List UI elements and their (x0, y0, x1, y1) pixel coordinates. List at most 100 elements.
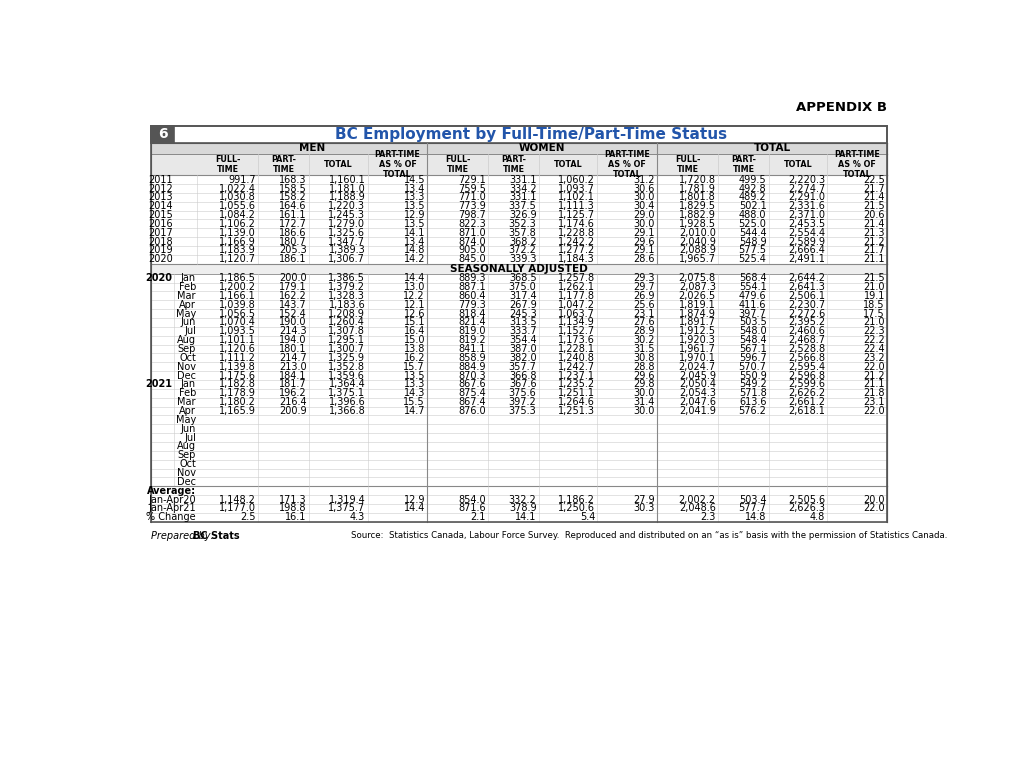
Text: 821.4: 821.4 (458, 317, 486, 328)
Text: 2,291.0: 2,291.0 (788, 193, 825, 202)
Text: 200.0: 200.0 (278, 273, 307, 283)
Text: 2013: 2013 (148, 193, 173, 202)
Bar (151, 193, 887, 202)
Text: 1,180.2: 1,180.2 (219, 397, 256, 407)
Text: 867.4: 867.4 (458, 397, 486, 407)
Text: 23.1: 23.1 (634, 309, 655, 318)
Text: 397.7: 397.7 (739, 309, 767, 318)
Text: 2,641.3: 2,641.3 (788, 282, 825, 292)
Text: 2,075.8: 2,075.8 (679, 273, 715, 283)
Text: 22.5: 22.5 (863, 175, 885, 185)
Text: Sep: Sep (178, 344, 196, 354)
Bar (151, 495, 887, 504)
Text: 822.3: 822.3 (458, 219, 486, 229)
Text: 568.4: 568.4 (739, 273, 767, 283)
Text: 2020: 2020 (148, 254, 173, 264)
Text: 2,041.9: 2,041.9 (679, 406, 715, 416)
Text: 21.7: 21.7 (864, 246, 885, 256)
Text: 548.0: 548.0 (739, 326, 767, 336)
Text: 13.3: 13.3 (404, 379, 425, 389)
Text: 21.8: 21.8 (864, 388, 885, 399)
Text: 1,364.4: 1,364.4 (329, 379, 365, 389)
Text: 544.4: 544.4 (739, 228, 767, 238)
Text: 2,506.1: 2,506.1 (788, 291, 825, 301)
Text: 30.0: 30.0 (634, 193, 655, 202)
Text: Dec: Dec (177, 370, 196, 381)
Text: 2,644.2: 2,644.2 (788, 273, 825, 283)
Text: 14.4: 14.4 (404, 503, 425, 513)
Bar (151, 486, 887, 495)
Text: PART-
TIME: PART- TIME (501, 154, 526, 174)
Text: 571.8: 571.8 (739, 388, 767, 399)
Text: TOTAL: TOTAL (324, 160, 352, 169)
Text: 858.9: 858.9 (458, 353, 486, 363)
Bar (151, 406, 887, 416)
Text: 875.4: 875.4 (458, 388, 486, 399)
Text: 29.6: 29.6 (634, 236, 655, 246)
Text: 357.8: 357.8 (509, 228, 537, 238)
Bar (151, 353, 887, 363)
Text: 1,912.5: 1,912.5 (679, 326, 715, 336)
Text: 21.0: 21.0 (864, 317, 885, 328)
Text: 1,060.2: 1,060.2 (558, 175, 595, 185)
Text: 1,030.8: 1,030.8 (219, 193, 256, 202)
Text: 172.7: 172.7 (278, 219, 307, 229)
Text: 1,181.0: 1,181.0 (329, 183, 365, 193)
Text: 1,801.8: 1,801.8 (679, 193, 715, 202)
Text: Jul: Jul (184, 326, 196, 336)
Text: 1,200.2: 1,200.2 (219, 282, 256, 292)
Text: 1,228.1: 1,228.1 (558, 344, 595, 354)
Text: 2015: 2015 (148, 210, 173, 220)
Text: 12.6: 12.6 (404, 309, 425, 318)
Text: 1,306.7: 1,306.7 (328, 254, 365, 264)
Text: 1,325.9: 1,325.9 (328, 353, 365, 363)
Text: 354.4: 354.4 (509, 335, 537, 346)
Text: 884.9: 884.9 (458, 362, 486, 372)
Text: 1,186.5: 1,186.5 (219, 273, 256, 283)
Text: 502.1: 502.1 (739, 201, 767, 211)
Text: 14.2: 14.2 (404, 254, 425, 264)
Text: 1,125.7: 1,125.7 (558, 210, 595, 220)
Text: 549.2: 549.2 (739, 379, 767, 389)
Bar (151, 389, 887, 398)
Text: 2,230.7: 2,230.7 (788, 300, 825, 310)
Text: 13.4: 13.4 (404, 236, 425, 246)
Text: 1,277.2: 1,277.2 (558, 246, 595, 256)
Text: 870.3: 870.3 (458, 370, 486, 381)
Bar (151, 504, 887, 513)
Text: 2,026.5: 2,026.5 (679, 291, 715, 301)
Text: 1,111.2: 1,111.2 (219, 353, 256, 363)
Bar (151, 335, 887, 345)
Text: 332.2: 332.2 (509, 495, 537, 505)
Text: 2,054.3: 2,054.3 (679, 388, 715, 399)
Text: 1,055.6: 1,055.6 (219, 201, 256, 211)
Text: MEN: MEN (300, 144, 326, 153)
Text: 31.2: 31.2 (634, 175, 655, 185)
Text: 1,120.6: 1,120.6 (219, 344, 256, 354)
Text: 1,208.9: 1,208.9 (328, 309, 365, 318)
Text: 1,178.9: 1,178.9 (219, 388, 256, 399)
Text: Jan: Jan (181, 379, 196, 389)
Text: May: May (176, 309, 196, 318)
Text: 22.0: 22.0 (864, 362, 885, 372)
Text: 200.9: 200.9 (278, 406, 307, 416)
Text: 1,022.4: 1,022.4 (219, 183, 256, 193)
Bar (151, 327, 887, 335)
Text: 375.0: 375.0 (509, 282, 537, 292)
Text: 548.9: 548.9 (739, 236, 767, 246)
Text: BC Stats: BC Stats (193, 530, 239, 541)
Text: 14.5: 14.5 (404, 175, 425, 185)
Text: 2,626.3: 2,626.3 (788, 503, 825, 513)
Text: 1,237.1: 1,237.1 (558, 370, 595, 381)
Text: 887.1: 887.1 (458, 282, 486, 292)
Text: 779.3: 779.3 (458, 300, 486, 310)
Text: 1,295.1: 1,295.1 (328, 335, 365, 346)
Text: Jan: Jan (181, 273, 196, 283)
Text: 367.6: 367.6 (509, 379, 537, 389)
Text: Aug: Aug (177, 441, 196, 452)
Text: 2,554.4: 2,554.4 (788, 228, 825, 238)
Text: 196.2: 196.2 (278, 388, 307, 399)
Text: 1,111.3: 1,111.3 (558, 201, 595, 211)
Text: 25.6: 25.6 (634, 300, 655, 310)
Text: 2.5: 2.5 (240, 512, 256, 523)
